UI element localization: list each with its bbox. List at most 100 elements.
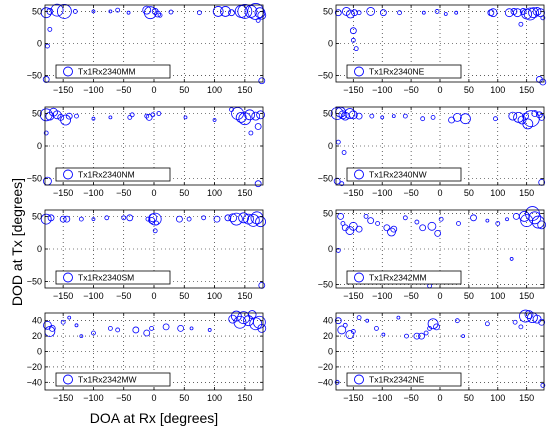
y-tick-label: −40 [318,377,333,387]
x-tick-label: 100 [207,393,222,403]
data-point [375,221,381,226]
data-point [509,257,514,261]
x-tick-label: 0 [437,85,442,95]
data-point [379,9,387,17]
data-point [143,329,151,337]
y-tick-label: −50 [318,174,333,184]
legend: Tx1Rx2340NW [346,167,462,182]
data-point [145,114,153,121]
data-point [168,9,174,15]
data-point [254,123,262,130]
data-point [148,212,162,226]
data-point [338,110,348,120]
x-tick-label: 50 [464,85,474,95]
data-point [126,214,134,222]
legend-box [55,270,171,285]
y-tick-label: 50 [32,6,42,16]
legend: Tx1Rx2340NE [346,64,462,79]
x-tick-label: −50 [403,188,418,198]
data-point [50,3,64,17]
legend-label: Tx1Rx2340NW [369,170,427,180]
data-point [536,8,545,18]
x-tick-label: 0 [151,393,156,403]
data-point [74,113,79,119]
data-point [330,107,344,120]
data-point [60,114,71,126]
data-point [47,26,53,32]
data-point [531,110,539,117]
legend-box [346,372,462,387]
data-point [207,328,212,332]
data-point [535,76,543,83]
legend-box [346,167,462,182]
data-point [419,224,427,232]
data-point [91,9,96,14]
legend-box [346,270,462,285]
y-tick-label: 0 [37,141,42,151]
data-point [396,315,401,320]
y-tick-label: −50 [318,279,333,289]
data-point [346,9,355,19]
figure-y-axis-label: DOD at Tx [degrees] [9,178,25,306]
data-point [108,115,113,120]
scatter-panel: −150 −100 −50 0 50 100 150 50 0 −50 Tx1Rx2340NE [318,4,547,95]
data-point [341,224,349,232]
data-point [78,216,84,222]
x-tick-label: 0 [437,291,442,301]
y-tick-label: 50 [323,6,333,16]
data-point [65,112,73,120]
x-tick-label: −100 [83,188,103,198]
data-point [461,334,466,339]
data-point [257,323,267,333]
x-tick-label: −100 [83,85,103,95]
y-tick-label: 50 [32,109,42,119]
x-tick-label: −150 [53,188,73,198]
y-tick-label: 50 [32,212,42,222]
data-point [149,325,154,331]
data-point [517,115,527,125]
data-point [484,321,490,327]
legend-box [55,64,171,79]
scatter-panel: −150 −100 −50 0 50 100 150 50 0 −50 Tx1Rx2340NW [318,106,546,198]
data-point [345,330,355,339]
data-point [438,216,444,222]
data-point [367,217,375,225]
data-point [127,115,133,120]
legend-marker [63,272,73,283]
data-point [443,12,448,16]
data-point [42,76,50,83]
data-point [524,310,534,319]
data-point [228,9,235,17]
data-point [248,130,254,136]
data-point [413,332,421,340]
x-tick-label: 150 [237,291,252,301]
data-point [350,329,356,334]
legend-marker [63,374,73,385]
x-tick-label: 50 [464,188,474,198]
x-tick-label: 50 [179,291,189,301]
data-point [229,212,243,226]
data-point [177,324,185,332]
data-point [40,7,52,19]
x-tick-label: 100 [490,188,505,198]
data-point [365,318,370,323]
x-tick-label: 150 [237,85,252,95]
data-point [433,323,440,331]
data-point [353,46,359,52]
data-point [72,9,78,14]
x-tick-label: 50 [464,393,474,403]
y-tick-label: 0 [37,244,42,254]
data-point [460,113,471,125]
data-point [220,6,231,17]
legend-marker [354,374,364,385]
data-point [350,37,356,43]
legend-label: Tx1Rx2342MW [78,375,137,385]
data-point [115,327,121,333]
data-point [244,109,256,121]
data-point [45,43,50,49]
data-point [454,10,459,15]
legend-marker [63,66,73,77]
data-point [235,112,247,123]
y-tick-label: 50 [323,209,333,219]
data-point [254,180,262,188]
